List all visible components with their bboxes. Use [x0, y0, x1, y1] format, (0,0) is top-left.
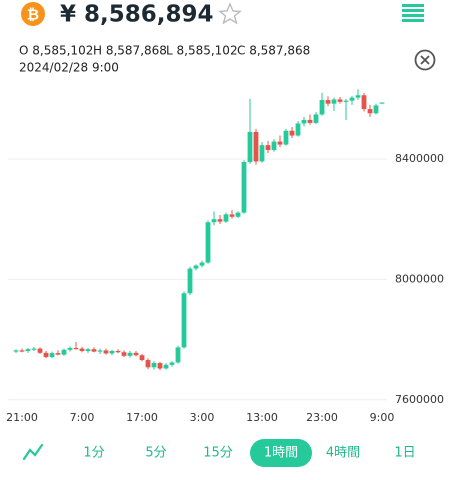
candle-body	[19, 350, 25, 352]
y-tick-label: 8400000	[395, 152, 444, 165]
candle-body	[307, 119, 313, 123]
candle-body	[109, 351, 115, 354]
candle-body	[241, 162, 247, 213]
candle-body	[283, 130, 289, 145]
candle-body	[259, 145, 265, 162]
ohlc-open: O 8,585,102	[19, 44, 93, 58]
candle-body	[343, 100, 349, 102]
chart-type-icon[interactable]	[22, 443, 44, 461]
candle-body	[373, 105, 379, 114]
x-tick-label: 13:00	[246, 411, 278, 424]
candle-body	[37, 348, 43, 353]
candle-body	[199, 262, 205, 266]
candle-body	[331, 99, 337, 104]
candle-body	[67, 348, 73, 350]
candle-body	[301, 119, 307, 124]
x-tick-label: 3:00	[190, 411, 215, 424]
candle-body	[181, 293, 187, 348]
candle-body	[25, 349, 31, 352]
candle-body	[313, 114, 319, 123]
candle-body	[127, 352, 133, 356]
candle-body	[367, 109, 373, 114]
candle-body	[115, 351, 121, 353]
y-tick-label: 7600000	[395, 393, 444, 406]
candle-body	[79, 348, 85, 352]
candle-body	[265, 145, 271, 150]
candle-body	[337, 99, 343, 102]
tab[interactable]: 1日	[394, 446, 415, 461]
ohlc-close: C 8,587,868	[237, 44, 310, 58]
candle-body	[247, 131, 253, 163]
candle-body	[253, 131, 259, 162]
favorite-star[interactable]	[218, 2, 242, 25]
candle-body	[295, 123, 301, 136]
candle-body	[145, 360, 151, 368]
tab[interactable]: 5分	[145, 446, 166, 461]
candle-body	[49, 353, 55, 358]
candle-body	[289, 130, 295, 136]
x-tick-label: 21:00	[6, 411, 38, 424]
candle-body	[43, 352, 49, 358]
candle-body	[223, 214, 229, 222]
candle-body	[13, 350, 19, 352]
tab-selected-bg[interactable]	[250, 439, 312, 467]
candle-body	[355, 95, 361, 98]
candle-body	[187, 268, 193, 294]
candle-body	[73, 348, 79, 350]
menu-icon[interactable]	[402, 4, 424, 22]
candle-body	[121, 352, 127, 356]
candle-body	[31, 348, 37, 350]
candle-body	[175, 347, 181, 363]
candle-body	[133, 352, 139, 356]
tab[interactable]: 4時間	[326, 446, 360, 461]
candle-body	[205, 222, 211, 263]
candle-body	[361, 95, 367, 110]
x-tick-label: 7:00	[70, 411, 95, 424]
candle-body	[379, 102, 385, 104]
ohlc-low: L 8,585,102	[166, 44, 238, 58]
x-tick-label: 9:00	[370, 411, 395, 424]
candle-body	[193, 265, 199, 269]
candle-body	[217, 219, 223, 222]
candle-body	[151, 363, 157, 368]
candle-body	[211, 219, 217, 223]
datetime: 2024/02/28 9:00	[19, 61, 119, 75]
price: ¥ 8,586,894	[60, 2, 214, 28]
candle-body	[319, 100, 325, 115]
candle-body	[325, 100, 331, 104]
tab[interactable]: 15分	[203, 446, 233, 461]
candle-body	[277, 141, 283, 145]
candle-body	[163, 364, 169, 369]
y-tick-label: 8000000	[395, 272, 444, 285]
candle-body	[61, 349, 67, 355]
tab[interactable]: 1時間	[264, 446, 298, 461]
candle-body	[349, 97, 355, 101]
tab[interactable]: 1分	[83, 446, 104, 461]
x-tick-label: 17:00	[126, 411, 158, 424]
x-tick-label: 23:00	[306, 411, 338, 424]
bitcoin-icon	[21, 2, 45, 26]
candle-body	[85, 349, 91, 352]
close-button[interactable]	[414, 49, 436, 71]
candle-body	[55, 353, 61, 355]
candle-body	[91, 349, 97, 352]
ohlc-high: H 8,587,868	[93, 44, 167, 58]
bitcoin-symbol: ₿	[27, 6, 39, 24]
candle-body	[235, 212, 241, 217]
candle-body	[97, 350, 103, 352]
candle-body	[271, 141, 277, 150]
candle-body	[103, 350, 109, 354]
candle-body	[157, 363, 163, 369]
candle-body	[229, 214, 235, 217]
candle-body	[169, 362, 175, 365]
candle-body	[139, 355, 145, 361]
